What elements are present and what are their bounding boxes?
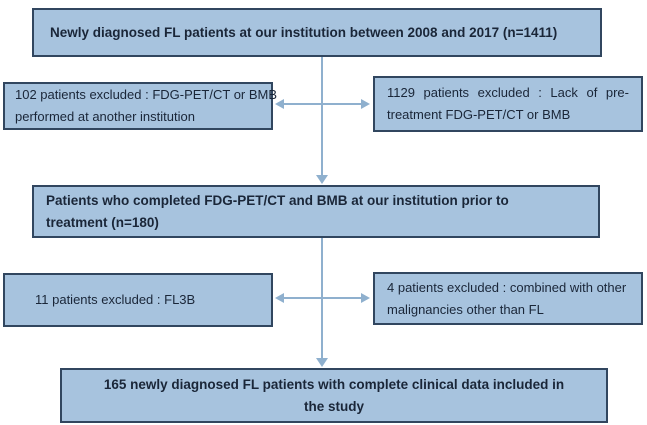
arrowhead-down-icon: [316, 358, 328, 367]
box-completed-workup: Patients who completed FDG-PET/CT and BM…: [32, 185, 600, 238]
box-excluded-no-pretreatment-imaging: 1129 patients excluded : Lack of pre- tr…: [373, 76, 643, 132]
box-text: 11 patients excluded : FL3B: [35, 292, 196, 307]
arrowhead-left-icon: [275, 293, 284, 303]
box-text-line2: performed at another institution: [15, 109, 195, 124]
box-initial-cohort: Newly diagnosed FL patients at our insti…: [32, 8, 602, 57]
arrow-line: [321, 57, 323, 177]
box-text-line1: 165 newly diagnosed FL patients with com…: [103, 376, 565, 392]
arrow-line: [283, 103, 362, 105]
box-excluded-other-malignancy: 4 patients excluded : combined with othe…: [373, 272, 643, 325]
box-excluded-fl3b: 11 patients excluded : FL3B: [3, 273, 273, 327]
box-text-line1: 102 patients excluded : FDG-PET/CT or BM…: [15, 87, 278, 102]
arrowhead-left-icon: [275, 99, 284, 109]
arrowhead-right-icon: [361, 293, 370, 303]
box-text-line2: treatment FDG-PET/CT or BMB: [387, 107, 571, 122]
box-text-line1: 1129 patients excluded : Lack of pre-: [387, 85, 629, 100]
arrowhead-right-icon: [361, 99, 370, 109]
box-text-line2: the study: [303, 398, 364, 414]
box-text-line1: Patients who completed FDG-PET/CT and BM…: [46, 192, 509, 208]
box-excluded-imaging-elsewhere: 102 patients excluded : FDG-PET/CT or BM…: [3, 82, 278, 130]
box-text: Newly diagnosed FL patients at our insti…: [50, 24, 558, 40]
box-text-line2: malignancies other than FL: [387, 301, 544, 317]
arrowhead-down-icon: [316, 175, 328, 184]
box-text-line2: treatment (n=180): [46, 214, 159, 230]
box-text-line1: 4 patients excluded : combined with othe…: [387, 279, 627, 295]
arrow-line: [283, 297, 362, 299]
box-final-cohort: 165 newly diagnosed FL patients with com…: [60, 368, 608, 423]
